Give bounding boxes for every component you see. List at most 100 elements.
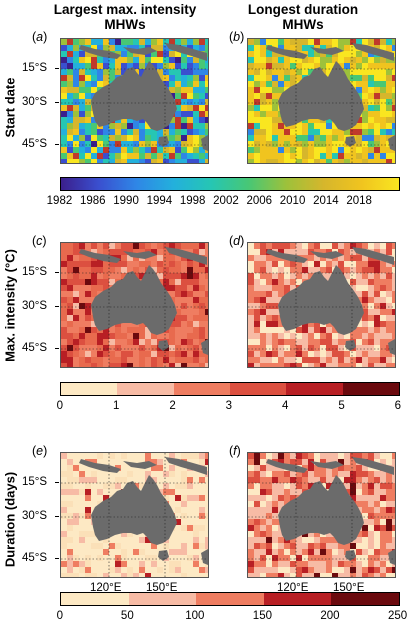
colorbar-tick-label: 250: [388, 610, 408, 622]
panel-label-d: (d): [229, 234, 245, 248]
landmass: [388, 135, 395, 151]
landmass: [158, 136, 169, 147]
panel-label-a: (a): [32, 30, 48, 44]
australia-landmass: [278, 265, 364, 335]
landmass: [310, 461, 344, 469]
colorbar-tick-label: 1986: [79, 195, 106, 207]
landmass: [165, 457, 207, 475]
lat-tick-mark: [55, 516, 59, 517]
colorbar-segment: [61, 383, 118, 395]
landmass: [123, 461, 157, 469]
panel-label-f: (f): [229, 444, 241, 458]
australia-landmass: [91, 61, 177, 131]
map-field: [61, 39, 208, 163]
lat-tick-label: 30°S: [22, 510, 48, 522]
map-panel-c: [60, 242, 209, 368]
australia-landmass: [91, 475, 177, 545]
row-title-start-date: Start date: [2, 77, 18, 138]
map-field: [248, 39, 395, 163]
colorbar-segment: [263, 593, 332, 605]
lat-tick-mark: [55, 144, 59, 145]
colorbar-tick-label: 1: [113, 400, 120, 412]
landmass: [345, 136, 356, 147]
landmass: [266, 459, 308, 473]
landmass: [123, 47, 157, 55]
landmass: [310, 251, 344, 259]
landmass: [201, 549, 208, 565]
landmass: [388, 339, 395, 355]
colorbar-segment: [342, 383, 399, 395]
panel-label-e: (e): [32, 444, 48, 458]
lat-tick-mark: [55, 102, 59, 103]
landmass: [79, 45, 121, 59]
landmass: [352, 457, 394, 475]
colorbar-tick-label: 2002: [213, 195, 239, 207]
colorbar-duration: [60, 592, 400, 606]
colorbar-segment: [196, 593, 264, 605]
landmass: [79, 249, 121, 263]
colorbar-tick-label: 0: [56, 400, 64, 412]
colorbar-tick-label: 5: [338, 400, 345, 412]
landmass: [352, 43, 394, 61]
column-title-max-intensity: Largest max. intensity MHWs: [53, 2, 197, 32]
lat-tick-label: 15°S: [22, 266, 48, 278]
lat-tick-label: 45°S: [22, 138, 48, 150]
panel-letter: e: [36, 444, 44, 458]
colorbar-tick-label: 2018: [346, 195, 372, 207]
landmass: [345, 340, 356, 351]
landmass: [352, 247, 394, 265]
lat-tick-mark: [55, 482, 59, 483]
panel-letter: a: [36, 30, 44, 44]
colorbar-tick-label: 1998: [179, 195, 206, 207]
column-title-longest-duration: Longest duration MHWs: [247, 2, 359, 32]
colorbar-segment: [230, 383, 287, 395]
landmass: [201, 135, 208, 151]
lon-tick-label: 120°E: [90, 582, 122, 594]
australia-landmass: [91, 265, 177, 335]
panel-letter: c: [36, 234, 43, 248]
lon-tick-label: 150°E: [146, 582, 178, 594]
colorbar-tick-label: 6: [394, 400, 402, 412]
lat-tick-label: 15°S: [22, 476, 48, 488]
lat-tick-mark: [55, 348, 59, 349]
colorbar-tick-label: 2014: [313, 195, 339, 207]
lat-tick-mark: [55, 306, 59, 307]
landmass: [165, 43, 207, 61]
map-panel-e: [60, 452, 209, 578]
colorbar-start-date: [60, 177, 400, 191]
panel-letter: d: [233, 234, 241, 248]
panel-letter: b: [233, 30, 241, 44]
lat-tick-label: 45°S: [22, 342, 48, 354]
colorbar-tick-label: 100: [185, 610, 205, 622]
landmass: [266, 45, 308, 59]
landmass: [388, 549, 395, 565]
lat-tick-mark: [55, 272, 59, 273]
map-panel-f: [247, 452, 396, 578]
australia-landmass: [278, 475, 364, 545]
colorbar-tick-label: 3: [225, 400, 233, 412]
colorbar-tick-label: 4: [282, 400, 289, 412]
map-panel-b: [247, 38, 396, 164]
panel-label-b: (b): [229, 30, 245, 44]
lat-tick-label: 45°S: [22, 552, 48, 564]
row-title-max-intensity: Max. intensity (°C): [2, 249, 18, 362]
colorbar-tick-label: 1994: [146, 195, 173, 207]
colorbar-tick-label: 2010: [279, 195, 306, 207]
map-panel-a: [60, 38, 209, 164]
landmass: [345, 550, 356, 561]
colorbar-tick-label: 1990: [113, 195, 139, 207]
lat-tick-label: 30°S: [22, 96, 48, 108]
lat-tick-mark: [55, 68, 59, 69]
landmass: [158, 340, 169, 351]
map-panel-d: [247, 242, 396, 368]
map-field: [248, 453, 395, 577]
colorbar-segment: [61, 593, 129, 605]
colorbar-segment: [331, 593, 399, 605]
map-field: [61, 243, 208, 367]
map-field: [248, 243, 395, 367]
landmass: [158, 550, 169, 561]
panel-letter: f: [233, 444, 237, 458]
landmass: [310, 47, 344, 55]
colorbar-segment: [286, 383, 343, 395]
landmass: [79, 459, 121, 473]
